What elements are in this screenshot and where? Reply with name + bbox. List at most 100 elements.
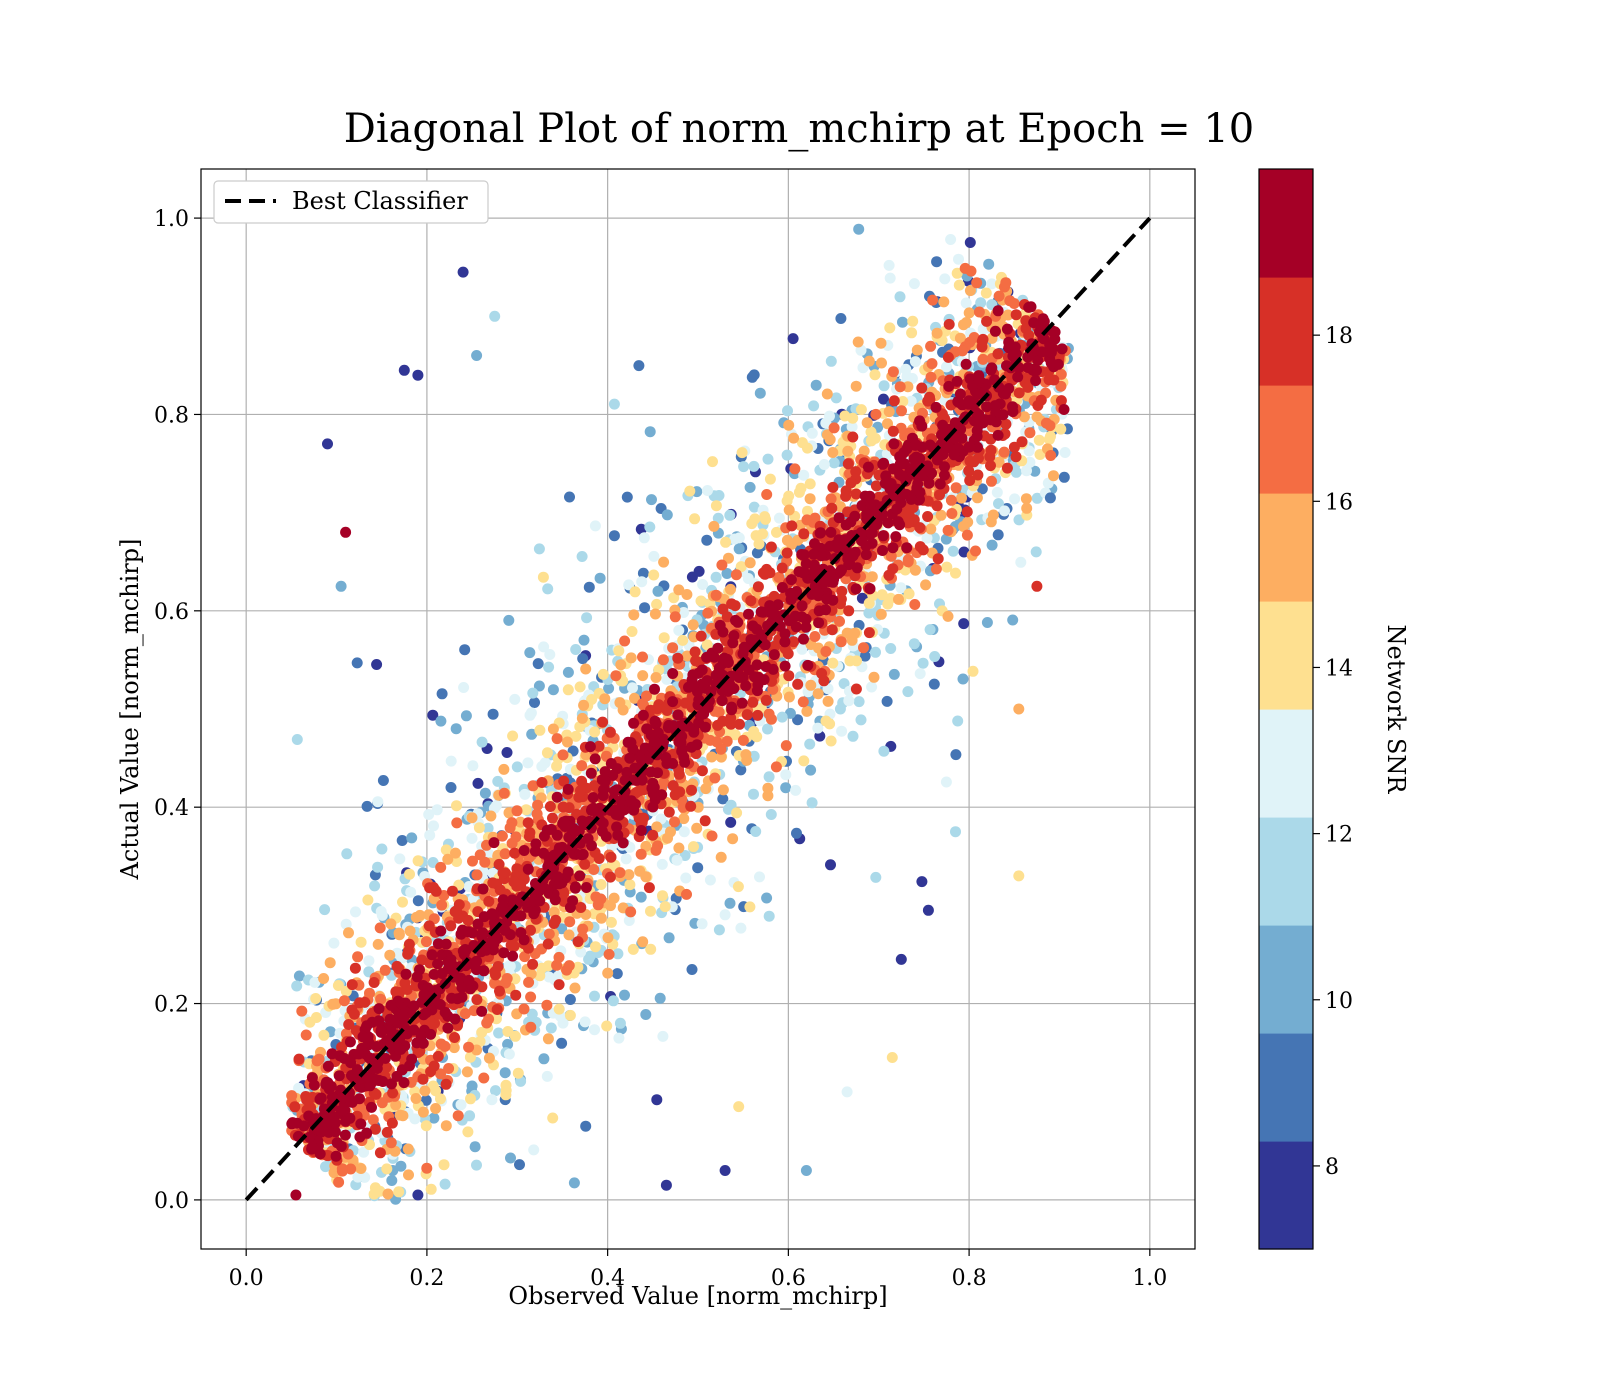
scatter-point: [690, 655, 702, 667]
scatter-point: [699, 815, 711, 827]
scatter-point: [926, 358, 938, 370]
scatter-point: [628, 717, 640, 729]
scatter-point: [580, 663, 592, 675]
scatter-point: [871, 519, 883, 531]
scatter-point: [798, 528, 810, 540]
scatter-point: [688, 841, 699, 853]
scatter-point: [763, 910, 775, 922]
scatter-point: [474, 1036, 486, 1047]
scatter-point: [885, 643, 897, 654]
scatter-point: [509, 973, 521, 985]
scatter-point: [463, 1041, 475, 1053]
scatter-point: [894, 381, 906, 393]
scatter-point: [604, 871, 616, 883]
scatter-point: [434, 999, 446, 1010]
scatter-point: [398, 1077, 410, 1089]
scatter-point: [1043, 374, 1055, 386]
scatter-point: [638, 532, 650, 544]
scatter-point: [914, 493, 925, 505]
scatter-point: [412, 895, 424, 907]
scatter-point: [897, 316, 908, 328]
scatter-point: [417, 1037, 429, 1049]
scatter-point: [536, 777, 548, 788]
scatter-point: [525, 991, 537, 1003]
scatter-point: [916, 876, 928, 888]
scatter-point: [428, 968, 440, 980]
scatter-point: [725, 670, 737, 682]
scatter-point: [436, 899, 448, 911]
scatter-point: [553, 979, 565, 991]
scatter-point: [1001, 323, 1013, 335]
scatter-point: [825, 493, 837, 505]
scatter-point: [846, 421, 858, 433]
scatter-point: [575, 785, 586, 797]
scatter-point: [551, 791, 563, 803]
scatter-point: [679, 850, 691, 861]
scatter-point: [914, 522, 926, 534]
scatter-point: [976, 483, 988, 495]
scatter-point: [331, 1137, 343, 1149]
scatter-point: [657, 654, 669, 666]
scatter-point: [707, 456, 718, 468]
scatter-point: [451, 800, 462, 812]
scatter-point: [381, 1163, 393, 1175]
scatter-point: [945, 234, 957, 245]
scatter-point: [721, 735, 733, 747]
scatter-point: [716, 559, 728, 571]
scatter-point: [779, 660, 791, 672]
scatter-point: [503, 614, 515, 626]
scatter-point: [745, 634, 757, 645]
scatter-point: [748, 501, 760, 513]
scatter-point: [734, 718, 745, 730]
scatter-point: [557, 749, 569, 761]
scatter-point: [767, 607, 779, 619]
scatter-point: [863, 607, 875, 619]
scatter-point: [589, 520, 601, 532]
scatter-point: [790, 621, 802, 633]
scatter-point: [602, 967, 614, 979]
scatter-point: [650, 718, 662, 730]
scatter-point: [761, 892, 773, 904]
scatter-point: [336, 1165, 348, 1177]
scatter-point: [813, 617, 825, 629]
scatter-point: [781, 449, 793, 461]
scatter-point: [614, 867, 626, 879]
scatter-point: [985, 460, 996, 472]
scatter-point: [518, 1003, 530, 1015]
scatter-point: [615, 659, 627, 671]
scatter-point: [512, 1067, 524, 1079]
scatter-point: [853, 696, 865, 708]
scatter-point: [610, 670, 622, 682]
scatter-point: [861, 417, 873, 429]
scatter-point: [802, 505, 813, 517]
scatter-point: [350, 906, 361, 918]
scatter-point: [548, 918, 560, 929]
scatter-point: [929, 651, 941, 662]
scatter-point: [892, 516, 904, 528]
scatter-point: [971, 277, 983, 289]
scatter-point: [903, 588, 915, 600]
scatter-point: [564, 491, 575, 503]
scatter-point: [907, 315, 919, 327]
scatter-point: [574, 681, 586, 693]
scatter-point: [987, 509, 999, 521]
scatter-point: [999, 505, 1010, 517]
scatter-point: [850, 683, 862, 695]
scatter-point: [635, 848, 647, 860]
scatter-point: [391, 1070, 403, 1082]
scatter-point: [393, 1186, 405, 1198]
scatter-point: [464, 983, 476, 995]
scatter-point: [914, 668, 926, 680]
scatter-point: [607, 995, 619, 1007]
scatter-point: [717, 626, 729, 638]
scatter-point: [562, 666, 574, 678]
scatter-point: [570, 730, 582, 742]
scatter-point: [358, 1146, 370, 1158]
scatter-point: [932, 553, 944, 565]
scatter-point: [1022, 381, 1034, 393]
scatter-point: [790, 784, 802, 796]
scatter-point: [784, 707, 796, 719]
scatter-point: [1059, 447, 1071, 458]
scatter-point: [687, 619, 699, 631]
